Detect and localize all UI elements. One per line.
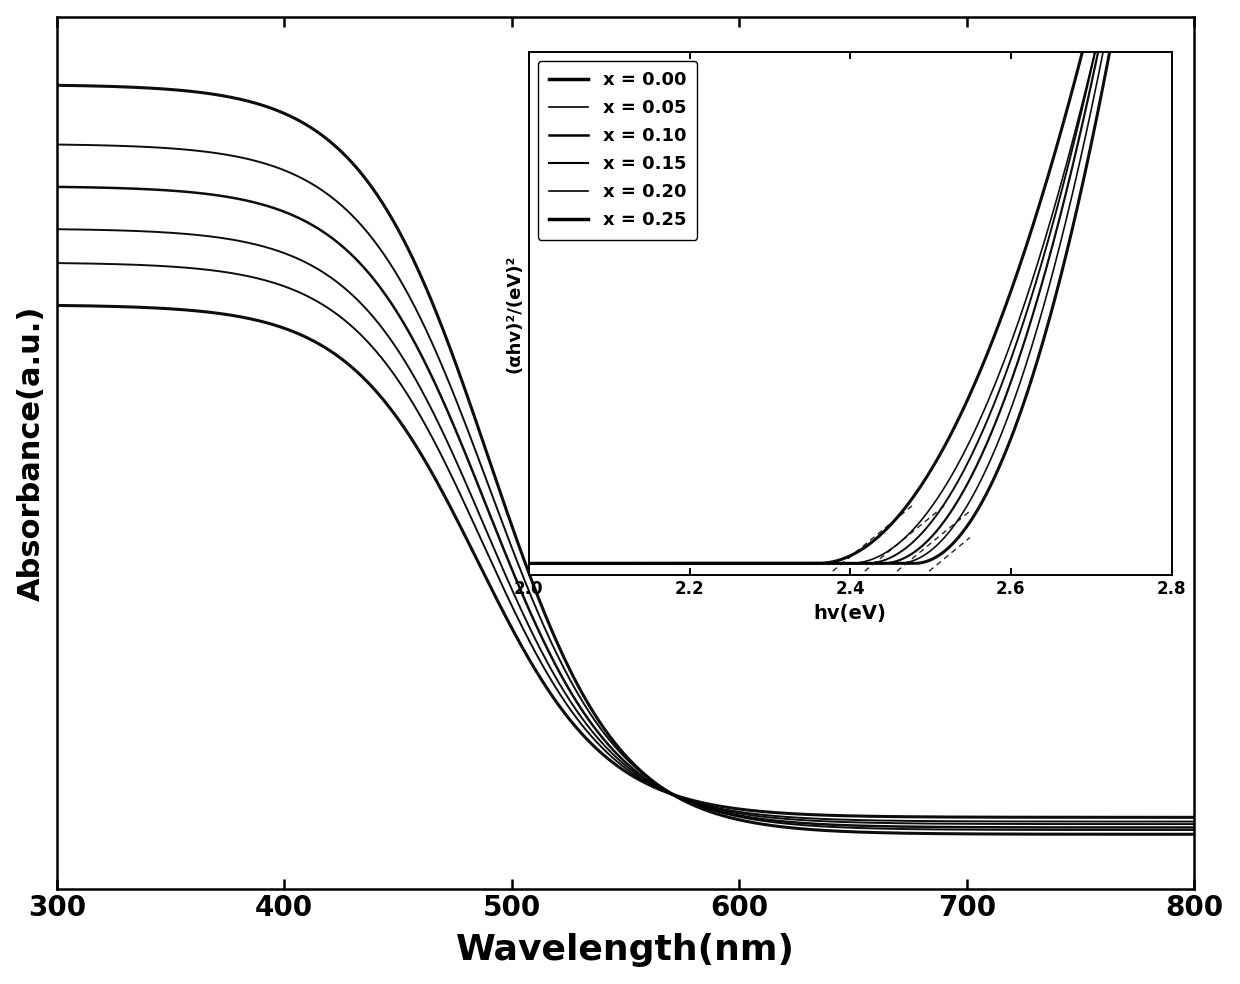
- Y-axis label: Absorbance(a.u.): Absorbance(a.u.): [16, 305, 46, 600]
- X-axis label: Wavelength(nm): Wavelength(nm): [456, 934, 795, 967]
